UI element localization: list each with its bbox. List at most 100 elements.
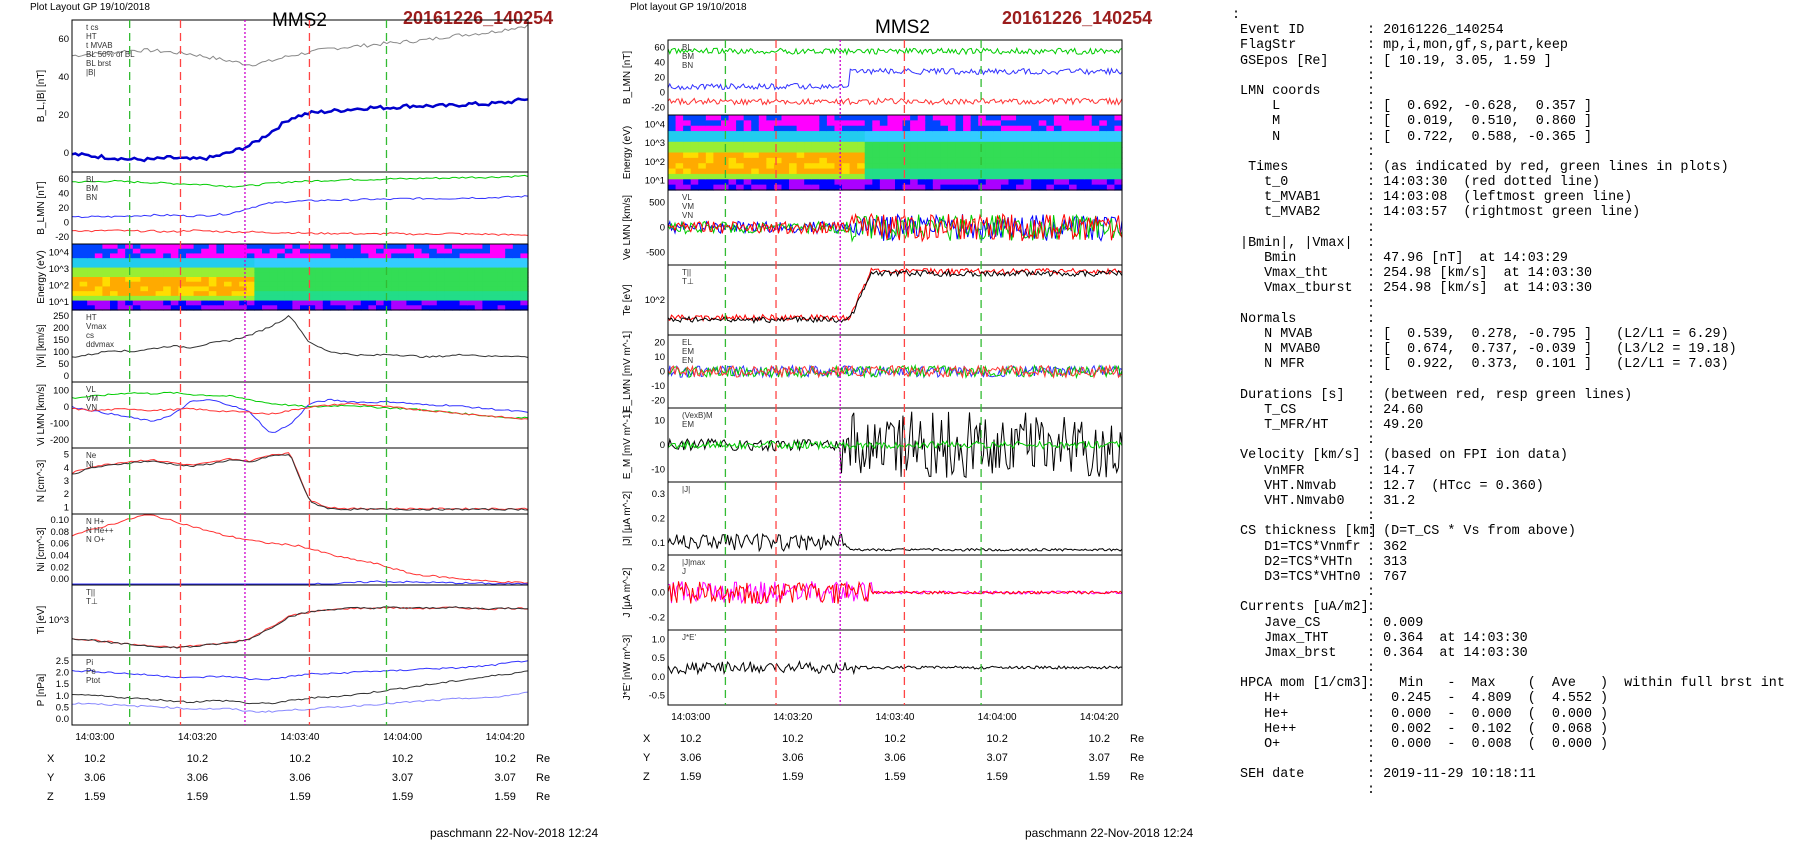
left-panel-3-spec-cell bbox=[201, 244, 210, 250]
left-panel-3-spec-cell bbox=[201, 258, 210, 264]
left-panel-3-spec-cell bbox=[132, 253, 141, 259]
left-panel-3-spec-cell bbox=[429, 286, 438, 292]
right-panel-2-spec-cell bbox=[1106, 115, 1116, 121]
left-panel-3-spec-cell bbox=[345, 305, 354, 311]
left-panel-3-spec-cell bbox=[368, 300, 377, 306]
right-panel-2-spec-cell bbox=[1016, 173, 1025, 180]
left-panel-3-spec-cell bbox=[345, 272, 354, 278]
left-panel-3-spec-cell bbox=[482, 300, 491, 306]
left-panel-3-spec-cell bbox=[512, 281, 521, 288]
right-panel-2-spec-cell bbox=[1061, 163, 1070, 170]
left-panel-3-spec-cell bbox=[474, 248, 483, 255]
left-panel-3-spec-cell bbox=[170, 300, 179, 306]
left-panel-3-spec-cell bbox=[231, 272, 240, 278]
left-panel-3-spec-cell bbox=[421, 281, 430, 288]
left-panel-3-spec-cell bbox=[353, 248, 362, 255]
left-panel-3-spec-cell bbox=[132, 258, 141, 264]
left-panel-3-spec-cell bbox=[231, 277, 240, 283]
right-panel-2-spec-cell bbox=[925, 184, 934, 191]
info-value: : bbox=[1367, 433, 1376, 449]
left-panel-3-spec-cell bbox=[429, 295, 438, 302]
left-panel-3-spec-cell bbox=[322, 244, 331, 250]
info-line: : bbox=[1232, 8, 1802, 23]
right-panel-2-spec-cell bbox=[751, 168, 760, 175]
left-panel-3-spec-cell bbox=[110, 281, 119, 288]
left-panel-3-spec-cell bbox=[246, 295, 255, 302]
right-panel-2-spec-cell bbox=[879, 152, 889, 159]
right-panel-2-spec-cell bbox=[690, 120, 699, 127]
left-panel-3-spec-cell bbox=[284, 286, 293, 292]
right-panel-2-spec-cell bbox=[1106, 147, 1116, 154]
left-panel-3-spec-cell bbox=[391, 262, 400, 269]
right-panel-2-spec-cell bbox=[1023, 173, 1032, 180]
left-panel-3-spec-cell bbox=[246, 277, 255, 283]
left-panel-3-spec-cell bbox=[330, 258, 339, 264]
left-panel-3-spec-cell bbox=[110, 267, 119, 273]
left-panel-7-frame bbox=[71, 513, 529, 586]
left-panel-3-spec-cell bbox=[284, 244, 293, 250]
right-panel-2-spec-cell bbox=[773, 163, 783, 170]
right-panel-2-spec-cell bbox=[1084, 115, 1093, 121]
right-panel-2-spec-cell bbox=[978, 115, 987, 121]
info-line: Jmax_THT: 0.364 at 14:03:30 bbox=[1232, 631, 1802, 646]
left-panel-3-spec-cell bbox=[482, 286, 491, 292]
left-panel-3-spec-cell bbox=[155, 244, 164, 250]
right-panel-2-spec-cell bbox=[842, 131, 851, 138]
right-panel-2-spec-cell bbox=[1016, 163, 1025, 170]
left-panel-3-spec-cell bbox=[277, 277, 286, 283]
right-panel-2-spec-cell bbox=[1053, 141, 1063, 148]
right-panel-2-spec-cell bbox=[1016, 115, 1025, 121]
right-panel-2-spec-cell bbox=[819, 147, 828, 154]
right-panel-2-tick-label: 10^1 bbox=[645, 176, 665, 187]
info-key: H+ bbox=[1232, 691, 1281, 707]
left-panel-3-spec-cell bbox=[132, 277, 141, 283]
left-panel-3-spec-cell bbox=[72, 305, 81, 311]
right-panel-2-spec-cell bbox=[1091, 125, 1100, 132]
right-panel-2-spec-cell bbox=[728, 136, 737, 143]
right-panel-2-spec-cell bbox=[947, 120, 957, 127]
left-panel-3-spec-cell bbox=[490, 305, 499, 311]
right-panel-2-spec-cell bbox=[925, 141, 934, 148]
info-line: M: [ 0.019, 0.510, 0.860 ] bbox=[1232, 114, 1802, 129]
right-panel-2-spec-cell bbox=[811, 136, 820, 143]
right-panel-2-spec-cell bbox=[849, 147, 858, 154]
left-panel-3-spec-cell bbox=[269, 244, 278, 250]
left-panel-3-spec-cell bbox=[79, 262, 88, 269]
right-panel-2-spec-cell bbox=[857, 120, 866, 127]
left-panel-9-series-pi bbox=[71, 660, 529, 681]
right-panel-2-spec-cell bbox=[1069, 141, 1078, 148]
left-panel-3-spec-cell bbox=[186, 300, 195, 306]
right-panel-2-spec-cell bbox=[705, 115, 714, 121]
left-panel-3-spec-cell bbox=[117, 291, 126, 297]
left-panel-3-spec-cell bbox=[406, 277, 415, 283]
right-panel-2-spec-cell bbox=[947, 141, 957, 148]
left-panel-3-spec-cell bbox=[140, 248, 149, 255]
left-panel-3-spec-cell bbox=[474, 277, 483, 283]
left-panel-3-spec-cell bbox=[512, 244, 521, 250]
right-panel-2-spec-cell bbox=[1031, 168, 1040, 175]
right-panel-2-spec-cell bbox=[698, 173, 707, 180]
right-panel-2-spec-cell bbox=[978, 136, 987, 143]
left-panel-3-spec-cell bbox=[467, 295, 476, 302]
info-line: Jave_CS: 0.009 bbox=[1232, 616, 1802, 631]
left-panel-3-spec-cell bbox=[193, 267, 202, 273]
left-panel-3-spec-cell bbox=[87, 305, 96, 311]
left-panel-3-spec-cell bbox=[307, 244, 316, 250]
left-panel-3-spec-cell bbox=[345, 248, 354, 255]
left-panel-3-spec-cell bbox=[148, 244, 157, 250]
right-panel-2-spec-cell bbox=[947, 152, 957, 159]
right-panel-2-spec-cell bbox=[796, 125, 805, 132]
left-panel-3-spec-cell bbox=[140, 295, 149, 302]
left-panel-3-spec-cell bbox=[269, 253, 278, 259]
right-panel-2-spec-cell bbox=[864, 125, 873, 132]
left-panel-7-ylabel: Ni [cm^-3] bbox=[36, 527, 47, 572]
left-panel-3-spec-cell bbox=[277, 295, 286, 302]
right-panel-2-spec-cell bbox=[1053, 173, 1063, 180]
left-panel-3-spec-cell bbox=[353, 300, 362, 306]
left-panel-3-spec-cell bbox=[178, 300, 187, 306]
left-panel-3-spec-cell bbox=[292, 291, 301, 297]
right-panel-2-spec-cell bbox=[811, 125, 820, 132]
info-line: : bbox=[1232, 373, 1802, 388]
left-panel-3-spec-cell bbox=[398, 267, 407, 273]
right-panel-2-spec-cell bbox=[728, 147, 737, 154]
